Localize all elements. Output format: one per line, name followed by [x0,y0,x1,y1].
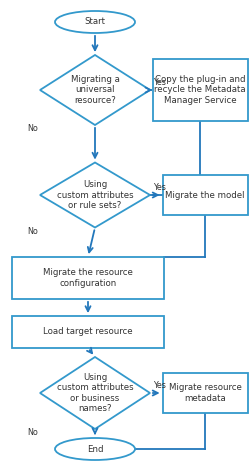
Text: Yes: Yes [153,381,166,390]
FancyBboxPatch shape [163,175,247,215]
Ellipse shape [55,438,135,460]
Text: Yes: Yes [153,78,166,87]
Ellipse shape [55,11,135,33]
Text: No: No [27,428,38,437]
Text: Migrate resource
metadata: Migrate resource metadata [169,383,241,402]
Text: Yes: Yes [153,183,166,192]
Text: End: End [87,445,103,453]
Text: Migrating a
universal
resource?: Migrating a universal resource? [71,75,119,105]
Text: Using
custom attributes
or business
names?: Using custom attributes or business name… [57,373,133,413]
Polygon shape [40,357,150,429]
FancyBboxPatch shape [12,257,164,299]
Text: Migrate the model: Migrate the model [165,190,245,199]
Polygon shape [40,55,150,125]
Text: No: No [27,124,38,133]
Text: Copy the plug-in and
recycle the Metadata
Manager Service: Copy the plug-in and recycle the Metadat… [154,75,246,105]
Text: Start: Start [84,17,106,27]
Text: Migrate the resource
configuration: Migrate the resource configuration [43,268,133,288]
Text: No: No [27,227,38,235]
Text: Load target resource: Load target resource [43,328,133,336]
FancyBboxPatch shape [12,316,164,348]
Polygon shape [40,162,150,227]
FancyBboxPatch shape [152,59,247,121]
FancyBboxPatch shape [163,373,247,413]
Text: Using
custom attributes
or rule sets?: Using custom attributes or rule sets? [57,180,133,210]
